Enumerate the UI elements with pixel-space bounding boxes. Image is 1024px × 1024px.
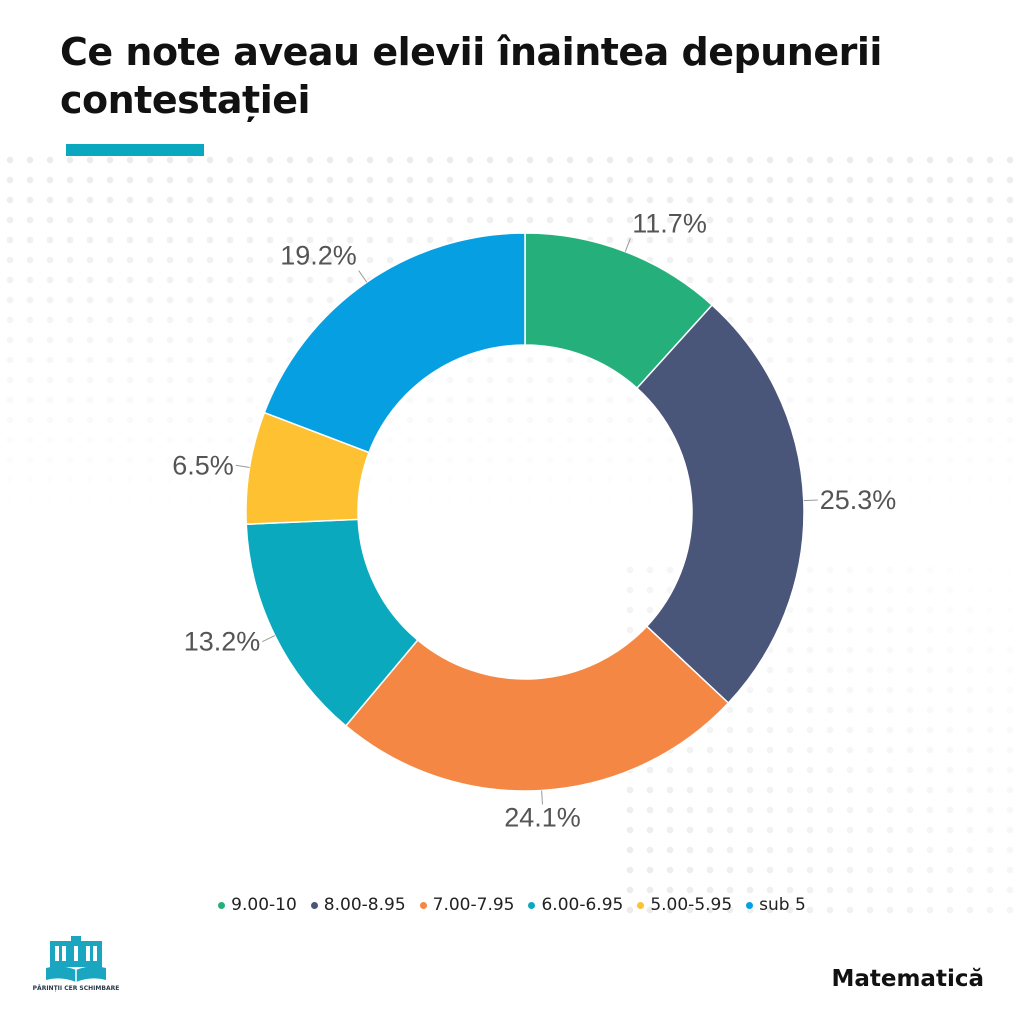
legend-label: 6.00-6.95 [541, 895, 624, 915]
slice-label-4: 13.2% [184, 627, 261, 657]
donut-slice-6 [263, 232, 526, 454]
legend-item-4: 6.00-6.95 [528, 895, 623, 915]
legend-item-3: 7.00-7.95 [419, 895, 515, 915]
legend-label: 5.00-5.95 [650, 895, 733, 915]
slice-label-1: 11.7% [632, 209, 707, 239]
legend-label: 7.00-7.95 [432, 895, 515, 915]
legend-item-1: 9.00-10 [218, 895, 297, 915]
slice-label-6: 19.2% [280, 241, 357, 271]
subject-label: Matematică [831, 966, 984, 992]
legend-item-2: 8.00-8.95 [310, 895, 406, 915]
parents-logo: PĂRINȚII CER SCHIMBARE [30, 935, 122, 997]
legend-label: 8.00-8.95 [323, 895, 406, 915]
title-accent-bar [66, 144, 204, 156]
legend-dot [419, 901, 427, 909]
legend-item-6: sub 5 [746, 895, 806, 915]
legend-label: 9.00-10 [231, 895, 297, 915]
chart-title: Ce note aveau elevii înaintea depunerii … [60, 30, 882, 122]
legend-dot [637, 901, 645, 909]
slice-label-2: 25.3% [820, 485, 897, 515]
legend-label: sub 5 [759, 895, 806, 915]
slice-label-3: 24.1% [504, 802, 581, 832]
label-leader-4 [262, 635, 276, 643]
label-leader-5 [235, 464, 250, 468]
label-leader-1 [624, 238, 631, 252]
label-leader-3 [541, 790, 543, 805]
legend-dot [528, 901, 536, 909]
slice-label-5: 6.5% [172, 450, 234, 480]
legend-dot [746, 901, 754, 909]
school-building-icon [46, 936, 106, 982]
legend-dot [310, 901, 318, 909]
legend-dot [218, 901, 226, 909]
label-leader-6 [358, 270, 368, 283]
donut-slice-3 [344, 625, 730, 792]
chart-legend: 9.00-10 8.00-8.95 7.00-7.95 6.00-6.95 5.00-5… [0, 892, 1024, 918]
donut-slice-2 [635, 303, 805, 705]
label-leader-2 [803, 499, 818, 502]
legend-item-5: 5.00-5.95 [637, 895, 732, 915]
logo-text: PĂRINȚII CER SCHIMBARE [32, 985, 120, 992]
